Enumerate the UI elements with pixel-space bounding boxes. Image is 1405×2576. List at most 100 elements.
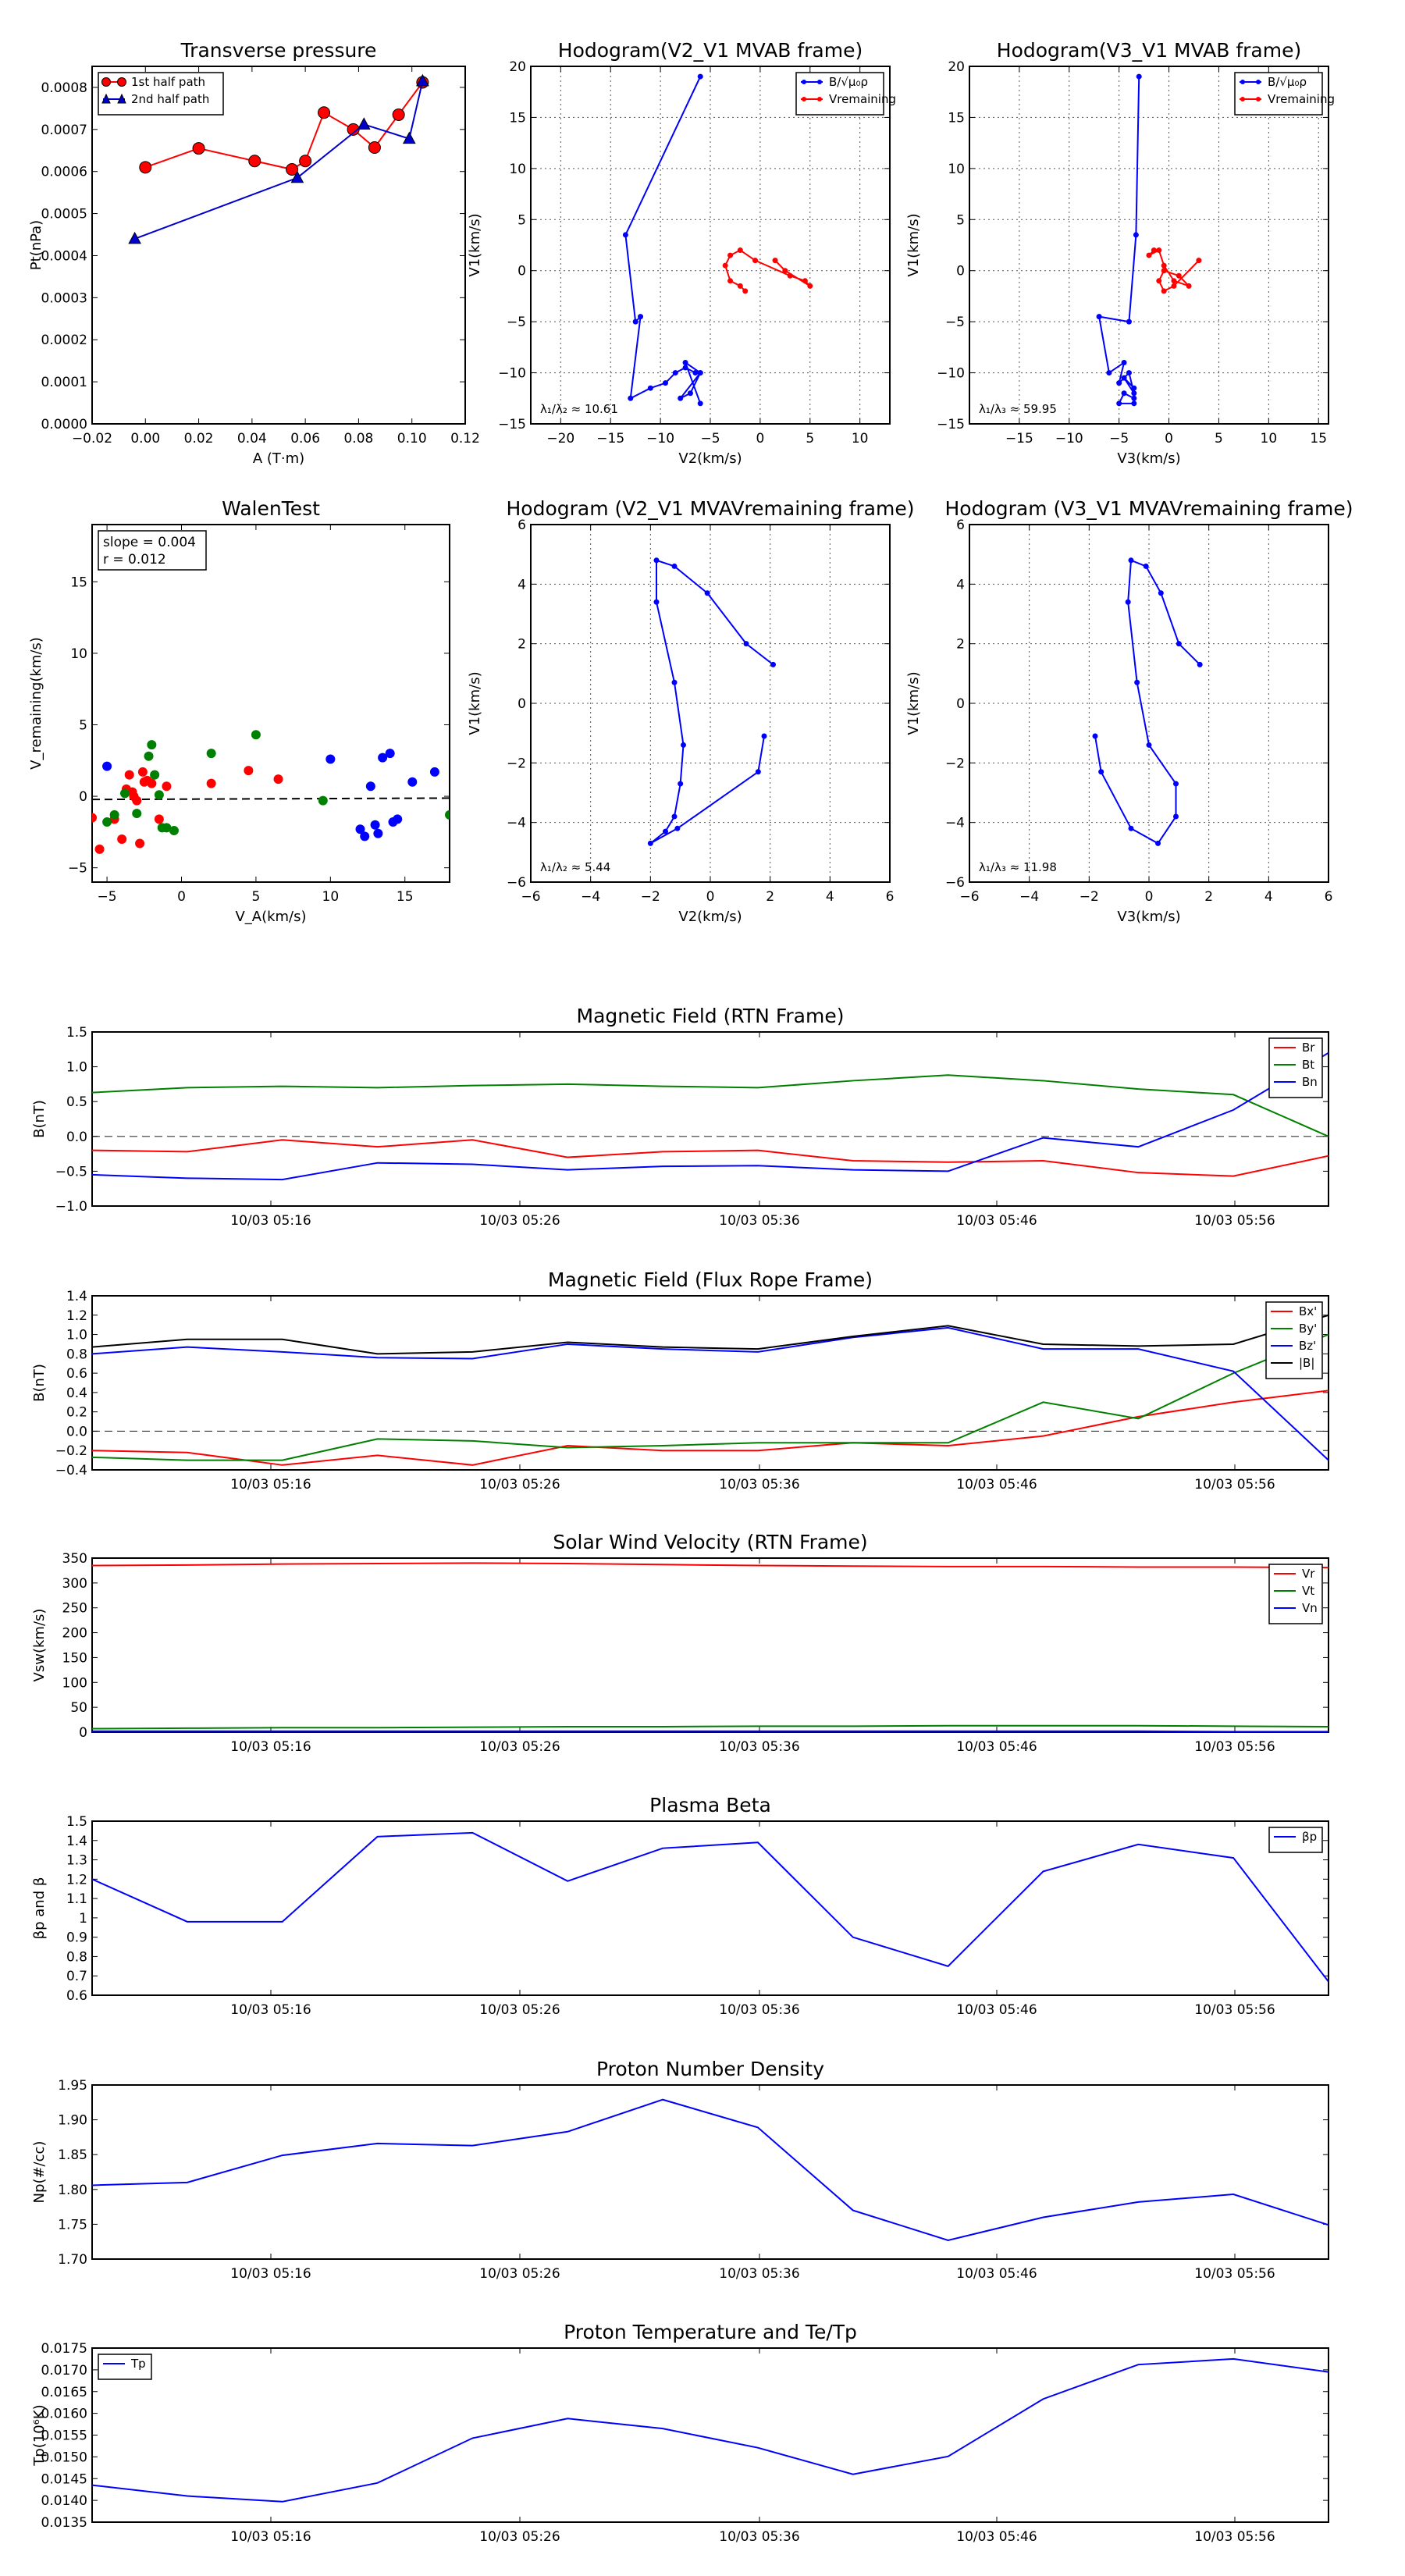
legend-label: Tp <box>130 2357 146 2371</box>
data-point <box>1171 283 1177 289</box>
series-line-2 <box>92 1326 1329 1461</box>
legend-label: βp <box>1302 1830 1317 1844</box>
x-tick-label: −0.02 <box>72 431 112 447</box>
y-tick-label: 300 <box>62 1576 87 1592</box>
y-axis-label: V1(km/s) <box>467 213 483 276</box>
y-tick-label: 150 <box>62 1650 87 1666</box>
x-tick-label: 10/03 05:46 <box>956 2002 1037 2018</box>
x-tick-label: 10/03 05:26 <box>479 1477 560 1493</box>
data-point <box>1186 283 1192 289</box>
legend-box <box>1265 1301 1323 1379</box>
y-tick-label: 0.0140 <box>41 2493 87 2509</box>
data-point <box>1098 769 1104 775</box>
data-point <box>124 770 134 780</box>
x-tick-label: −20 <box>546 431 574 447</box>
y-tick-label: −2 <box>945 756 965 771</box>
y-tick-label: 0.0004 <box>41 248 87 264</box>
y-tick-label: 0.0 <box>66 1424 87 1439</box>
x-tick-label: 0.06 <box>290 431 320 447</box>
y-axis-label: V1(km/s) <box>905 671 922 735</box>
data-point <box>1176 641 1182 647</box>
data-point <box>94 844 105 854</box>
legend: Tp <box>98 2354 152 2380</box>
legend-label: B/√μ₀ρ <box>829 75 868 89</box>
data-point <box>752 258 758 264</box>
data-point <box>244 766 254 776</box>
chart-panel-1: Hodogram(V2_V1 MVAB frame) −15 −10 −5 0 5 10 15… <box>467 39 896 467</box>
data-point <box>1128 557 1134 564</box>
y-tick-label: 0.0160 <box>41 2407 87 2422</box>
x-tick-label: 15 <box>1310 431 1327 447</box>
data-point <box>119 788 130 799</box>
data-point <box>1131 395 1137 401</box>
x-tick-label: 10/03 05:16 <box>230 1213 311 1229</box>
legend: 1st half path 2nd half path <box>98 72 224 116</box>
chart-panel-0: Transverse pressure 0.0000 0.0001 0.0002 0.0… <box>28 39 480 467</box>
x-tick-label: −2 <box>641 889 660 905</box>
x-tick-label: 4 <box>826 889 834 905</box>
y-tick-label: 0.9 <box>66 1930 87 1946</box>
series-line-0 <box>624 76 702 404</box>
x-tick-label: 10/03 05:56 <box>1194 1213 1275 1229</box>
series-line-2 <box>92 1051 1329 1181</box>
data-point <box>807 283 813 289</box>
data-point <box>154 814 164 824</box>
data-point <box>787 272 793 279</box>
data-point <box>360 831 370 841</box>
data-point <box>1151 247 1157 254</box>
data-point <box>1121 359 1127 365</box>
data-point <box>355 824 365 834</box>
data-point <box>1197 661 1203 667</box>
stats-box <box>98 530 207 571</box>
chart-title: Hodogram(V2_V1 MVAB frame) <box>558 39 863 62</box>
y-tick-label: 1.1 <box>66 1891 87 1907</box>
y-tick-label: 1.2 <box>66 1308 87 1324</box>
legend-label: Bx' <box>1299 1304 1317 1318</box>
y-tick-label: 350 <box>62 1551 87 1567</box>
y-tick-label: −0.4 <box>55 1463 87 1478</box>
data-point <box>697 73 703 80</box>
x-tick-label: 10/03 05:16 <box>230 2266 311 2282</box>
legend-label: Vr <box>1302 1567 1315 1581</box>
series-line-0 <box>92 1562 1329 1569</box>
data-point <box>206 749 216 759</box>
legend-marker <box>101 77 111 87</box>
data-point <box>1121 390 1127 397</box>
data-point <box>1158 590 1164 596</box>
fit-line <box>92 797 450 801</box>
y-tick-label: 1.75 <box>58 2217 87 2233</box>
data-point <box>1161 268 1167 274</box>
x-tick-label: 5 <box>252 889 261 905</box>
x-tick-label: −15 <box>1005 431 1033 447</box>
data-point <box>1096 314 1102 320</box>
data-point <box>154 790 164 800</box>
data-point <box>1125 599 1131 605</box>
data-point <box>144 751 154 761</box>
data-point <box>1161 262 1167 269</box>
axes-frame <box>969 66 1329 425</box>
legend-marker <box>1256 80 1261 84</box>
chart-title: Proton Temperature and Te/Tp <box>564 2321 857 2343</box>
x-tick-label: 10/03 05:46 <box>956 1213 1037 1229</box>
plot-area <box>1092 557 1203 846</box>
legend-label: 2nd half path <box>131 92 209 106</box>
y-tick-label: 1.85 <box>58 2147 87 2163</box>
data-point <box>1126 318 1132 325</box>
x-tick-label: 10/03 05:26 <box>479 1739 560 1755</box>
legend-label: 1st half path <box>131 75 205 89</box>
legend: B/√μ₀ρ Vremaining <box>1234 72 1335 116</box>
data-point <box>357 117 371 130</box>
chart-title: Magnetic Field (Flux Rope Frame) <box>548 1268 873 1291</box>
data-point <box>147 740 157 750</box>
data-point <box>742 288 749 294</box>
y-tick-label: 0.0001 <box>41 375 87 390</box>
x-tick-label: 10/03 05:16 <box>230 2002 311 2018</box>
y-tick-label: 200 <box>62 1626 87 1642</box>
y-tick-label: 10 <box>70 646 87 662</box>
legend: Bx' By' Bz' |B| <box>1265 1301 1323 1379</box>
y-tick-label: 0.0155 <box>41 2428 87 2444</box>
data-point <box>802 278 808 284</box>
series-line-0 <box>649 559 774 845</box>
y-tick-label: 0.7 <box>66 1969 87 1984</box>
